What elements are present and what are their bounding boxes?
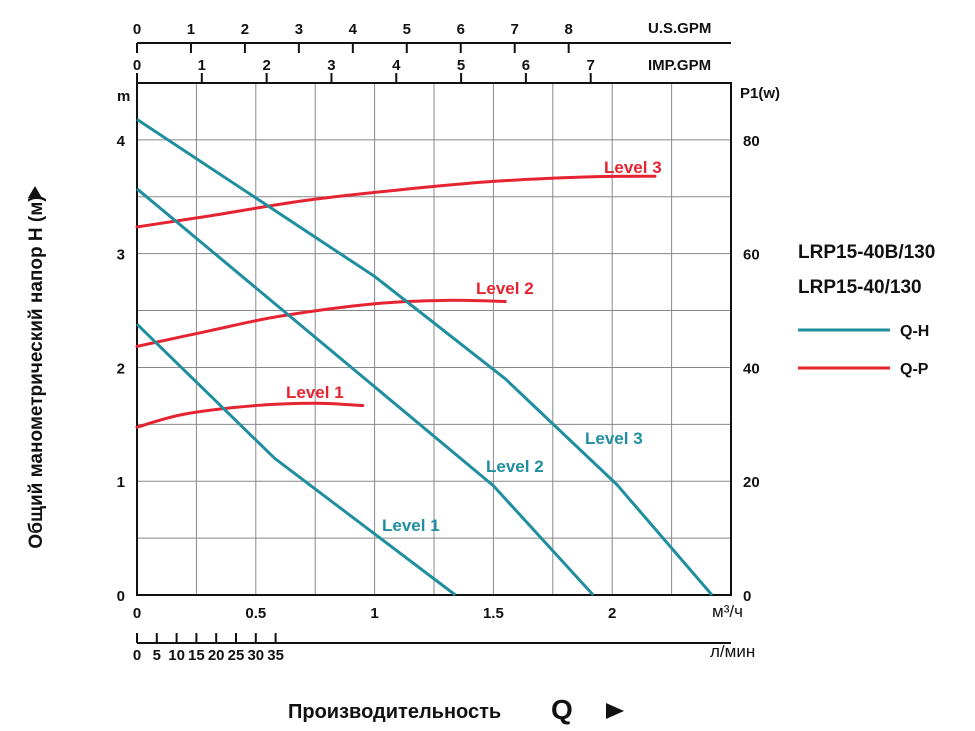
usgpm-unit-label: U.S.GPM	[648, 20, 711, 37]
usgpm-tick-label: 5	[403, 21, 411, 38]
usgpm-tick-label: 3	[295, 21, 303, 38]
y2-tick-label: 40	[743, 360, 760, 377]
y-right-unit-label: P1(w)	[740, 85, 780, 102]
qp-curve-level-1	[135, 401, 365, 429]
y-unit-label: m	[117, 88, 130, 105]
qp-curve-level-3	[135, 174, 657, 229]
y-tick-label: 1	[117, 474, 125, 491]
usgpm-tick-label: 4	[349, 21, 358, 38]
x-axis-title: Производительность	[288, 701, 501, 723]
impgpm-tick-label: 7	[587, 57, 595, 74]
x-axis-arrow-icon	[606, 703, 624, 719]
x-unit-lmin: л/мин	[710, 642, 755, 661]
usgpm-tick-label: 0	[133, 21, 141, 38]
impgpm-tick-label: 0	[133, 57, 141, 74]
y-axis-title: Общий манометрический напор Н (м)	[26, 195, 47, 548]
usgpm-tick-label: 8	[564, 21, 572, 38]
plot-frame	[136, 82, 732, 596]
qh-level-label-1: Level 1	[382, 516, 440, 535]
lmin-tick-label: 20	[208, 647, 225, 664]
grid	[137, 83, 731, 595]
qp-curve-level-2	[135, 298, 507, 348]
x-unit-m3h: м³/ч	[712, 602, 743, 621]
series-layer: Level 1 Level 2 Level 3 Level 1 Level 2 Level…	[135, 118, 714, 597]
legend-qp-label: Q-P	[900, 361, 929, 378]
qh-curve-level-1	[135, 323, 457, 597]
impgpm-tick-label: 6	[522, 57, 530, 74]
usgpm-tick-label: 6	[457, 21, 465, 38]
qp-level-label-3: Level 3	[604, 158, 662, 177]
x-axis-symbol: Q	[551, 694, 573, 725]
lmin-tick-label: 5	[153, 647, 161, 664]
x-tick-label: 2	[608, 605, 616, 622]
lmin-tick-label: 35	[267, 647, 284, 664]
qh-curve-level-2	[136, 187, 595, 597]
model-name-2: LRP15-40/130	[798, 277, 922, 298]
lmin-tick-label: 25	[228, 647, 245, 664]
usgpm-tick-label: 2	[241, 21, 249, 38]
x-tick-label: 0	[133, 605, 141, 622]
x-tick-label: 1.5	[483, 605, 504, 622]
legend-qh-label: Q-H	[900, 323, 929, 340]
impgpm-unit-label: IMP.GPM	[648, 57, 711, 74]
lmin-tick-label: 10	[168, 647, 185, 664]
y-tick-label: 3	[117, 247, 125, 264]
qh-curve-level-3	[136, 118, 714, 596]
y-tick-label: 2	[117, 360, 125, 377]
y2-tick-label: 20	[743, 474, 760, 491]
y-tick-label: 0	[117, 588, 125, 605]
y-axis-arrow-icon	[28, 186, 42, 198]
qh-level-label-2: Level 2	[486, 457, 544, 476]
impgpm-tick-label: 4	[392, 57, 401, 74]
lmin-tick-label: 15	[188, 647, 205, 664]
usgpm-tick-label: 7	[511, 21, 519, 38]
x-tick-label: 1	[370, 605, 378, 622]
qh-level-label-3: Level 3	[585, 429, 643, 448]
y-tick-label: 4	[117, 133, 126, 150]
lmin-tick-label: 0	[133, 647, 141, 664]
usgpm-tick-label: 1	[187, 21, 195, 38]
lmin-tick-label: 30	[247, 647, 264, 664]
y2-tick-label: 60	[743, 247, 760, 264]
y2-tick-label: 0	[743, 588, 751, 605]
model-name-1: LRP15-40B/130	[798, 242, 935, 263]
impgpm-tick-label: 3	[327, 57, 335, 74]
impgpm-tick-label: 2	[262, 57, 270, 74]
y-axis-title-group: Общий манометрический напор Н (м)	[26, 186, 47, 549]
y2-tick-label: 80	[743, 133, 760, 150]
impgpm-tick-label: 5	[457, 57, 465, 74]
qp-level-label-2: Level 2	[476, 279, 534, 298]
impgpm-tick-label: 1	[198, 57, 206, 74]
qp-level-label-1: Level 1	[286, 383, 344, 402]
x-tick-label: 0.5	[245, 605, 266, 622]
